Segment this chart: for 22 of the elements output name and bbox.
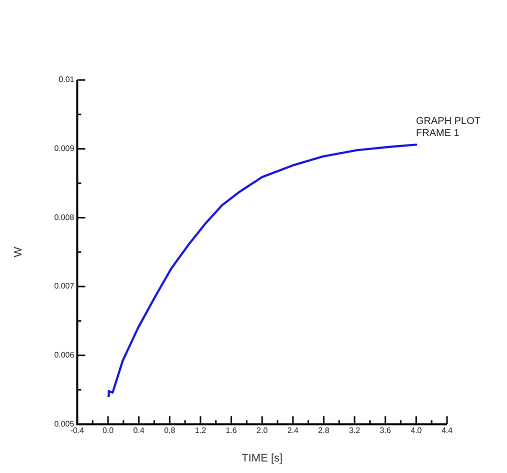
x-axis-title: TIME [s] <box>242 452 283 464</box>
y-tick-label: 0.005 <box>54 419 75 428</box>
x-tick-label: 1.2 <box>194 426 207 436</box>
x-tick-label: 4.0 <box>410 426 422 436</box>
y-axis-title: W <box>12 246 25 258</box>
x-tick-label: 0.4 <box>133 426 145 436</box>
y-tick-label: 0.01 <box>58 75 75 84</box>
annotation: GRAPH PLOT FRAME 1 <box>416 116 480 139</box>
y-tick-label: 0.007 <box>54 282 75 291</box>
x-tick-label: 3.2 <box>348 426 361 436</box>
x-tick-label: 3.6 <box>380 426 392 436</box>
x-tick-label: 2.8 <box>318 426 330 436</box>
y-tick-label: 0.009 <box>54 144 75 154</box>
x-tick-label: -0.4 <box>70 426 85 436</box>
x-tick-label: 0.8 <box>164 426 176 436</box>
x-tick-label: 4.4 <box>441 426 454 436</box>
x-tick-label: 2.4 <box>287 426 300 436</box>
x-tick-label: 1.6 <box>226 426 238 436</box>
y-tick-label: 0.008 <box>54 212 75 222</box>
x-tick-label: 2.0 <box>256 426 268 436</box>
x-tick-label: 0.0 <box>102 426 114 436</box>
y-tick-label: 0.006 <box>54 350 75 360</box>
